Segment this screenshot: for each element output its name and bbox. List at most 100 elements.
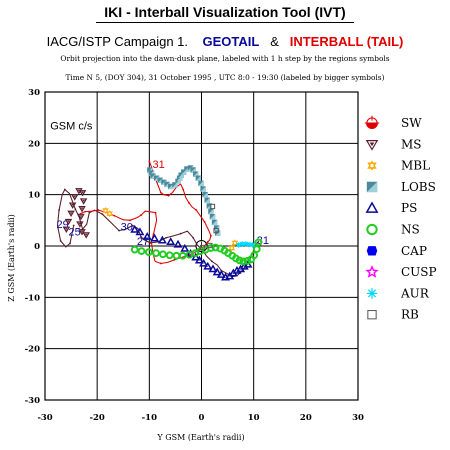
ms-icon	[78, 190, 87, 197]
ms-inner-icon	[67, 220, 70, 223]
ms-triangle-icon	[76, 221, 84, 228]
lobs-icon	[204, 197, 210, 204]
legend-label: NS	[401, 223, 420, 237]
orbit-sample-point	[131, 224, 134, 227]
mbl-icon	[367, 160, 377, 171]
orbit-sample-point	[69, 242, 71, 245]
rb-icon	[367, 310, 377, 320]
ns-icon	[159, 250, 167, 259]
orbit-sample-point	[59, 239, 62, 242]
lobs-icon	[193, 171, 199, 177]
ns-icon	[152, 249, 160, 258]
orbit-sample-point	[154, 211, 157, 214]
ns-circle-icon	[366, 223, 378, 236]
ns-circle-icon	[165, 251, 174, 260]
legend-label: CAP	[401, 244, 427, 258]
ns-icon	[165, 251, 174, 260]
lobs-square-icon	[184, 166, 190, 172]
mbl-center-icon	[370, 163, 374, 168]
ms-triangle-icon	[67, 210, 75, 218]
interball-series: 31	[79, 159, 212, 265]
ps-icon	[180, 243, 190, 252]
orbit-sample-point	[129, 219, 131, 222]
orbit-sample-point	[58, 209, 60, 211]
ps-triangle-icon	[199, 258, 209, 267]
orbit-sample-point	[167, 194, 170, 197]
lobs-square-icon	[206, 203, 213, 209]
lobs-icon	[209, 214, 216, 220]
cap-hexagon-icon	[366, 246, 378, 256]
ms-triangle-icon	[78, 229, 86, 236]
ns-circle-icon	[137, 247, 146, 256]
ns-icon	[172, 251, 181, 260]
orbit-sample-point	[209, 234, 212, 237]
ps-triangle-icon	[135, 227, 145, 236]
x-tick-label: 20	[300, 413, 312, 423]
y-tick-label: 30	[28, 88, 40, 98]
orbit-time-label: 29	[56, 219, 68, 231]
ps-triangle-icon	[130, 224, 140, 233]
ps-triangle-icon	[157, 235, 167, 244]
mbl-center-icon	[108, 212, 111, 215]
ns-icon	[239, 257, 248, 266]
rb-square-icon	[207, 242, 213, 249]
ns-circle-icon	[239, 257, 248, 266]
orbit-sample-point	[159, 191, 162, 194]
orbit-sample-point	[97, 209, 100, 211]
cusp-star-icon	[365, 265, 379, 278]
x-tick-label: -30	[37, 413, 52, 423]
lobs-square-icon	[150, 173, 156, 179]
legend-item: NS	[366, 223, 420, 237]
orbit-sample-point	[74, 208, 77, 210]
ps-icon	[135, 227, 145, 236]
legend-item: RB	[367, 308, 419, 322]
ns-icon	[254, 238, 263, 247]
ns-icon	[250, 251, 259, 260]
lobs-split-icon	[211, 219, 218, 226]
orbit-sample-point	[101, 213, 104, 216]
ms-triangle-icon	[82, 232, 90, 239]
mbl-center-icon	[230, 246, 233, 250]
x-tick-label: 30	[352, 413, 364, 423]
aur-icon	[249, 242, 256, 248]
orbit-sample-point	[211, 260, 213, 263]
ns-icon	[252, 245, 261, 253]
cusp-icon	[365, 265, 379, 278]
lobs-icon	[202, 191, 208, 198]
lobs-icon	[366, 181, 378, 193]
legend-label: MBL	[401, 159, 430, 173]
ms-inner-icon	[80, 230, 84, 233]
campaign-heading: IACG/ISTP Campaign 1. GEOTAIL & INTERBAL…	[0, 34, 450, 50]
ms-triangle-icon	[70, 194, 79, 201]
legend-item: CUSP	[365, 265, 437, 279]
ps-icon	[157, 235, 167, 244]
aur-ray-icon	[246, 242, 252, 247]
legend-label: AUR	[400, 286, 430, 300]
ms-inner-icon	[79, 215, 83, 218]
legend-label: LOBS	[401, 180, 436, 194]
ms-icon	[62, 226, 71, 233]
ms-inner-icon	[78, 222, 82, 225]
orbit-sample-point	[63, 188, 66, 191]
ps-icon	[130, 224, 140, 233]
time-range-description: Time N 5, (DOY 304), 31 October 1995 , U…	[65, 73, 385, 82]
ns-icon	[235, 256, 244, 265]
legend-item: PS	[365, 201, 417, 215]
ns-icon	[243, 257, 252, 265]
orbit-time-label: 25	[68, 227, 80, 239]
y-tick-label: -10	[25, 293, 40, 303]
ns-circle-icon	[172, 251, 181, 260]
ps-triangle-icon	[150, 233, 160, 242]
rb-square-icon	[199, 244, 206, 251]
ps-triangle-icon	[166, 237, 176, 246]
ms-icon	[76, 221, 84, 228]
projection-description: Orbit projection into the dawn-dusk plan…	[60, 54, 390, 63]
x-tick-label: -20	[89, 413, 104, 423]
ns-icon	[137, 247, 146, 256]
lobs-split-icon	[209, 214, 216, 220]
lobs-split-icon	[195, 175, 202, 181]
lobs-square-icon	[190, 167, 196, 173]
y-tick-label: 0	[34, 242, 40, 252]
ns-region-markers	[130, 238, 263, 266]
orbit-sample-point	[88, 211, 91, 214]
